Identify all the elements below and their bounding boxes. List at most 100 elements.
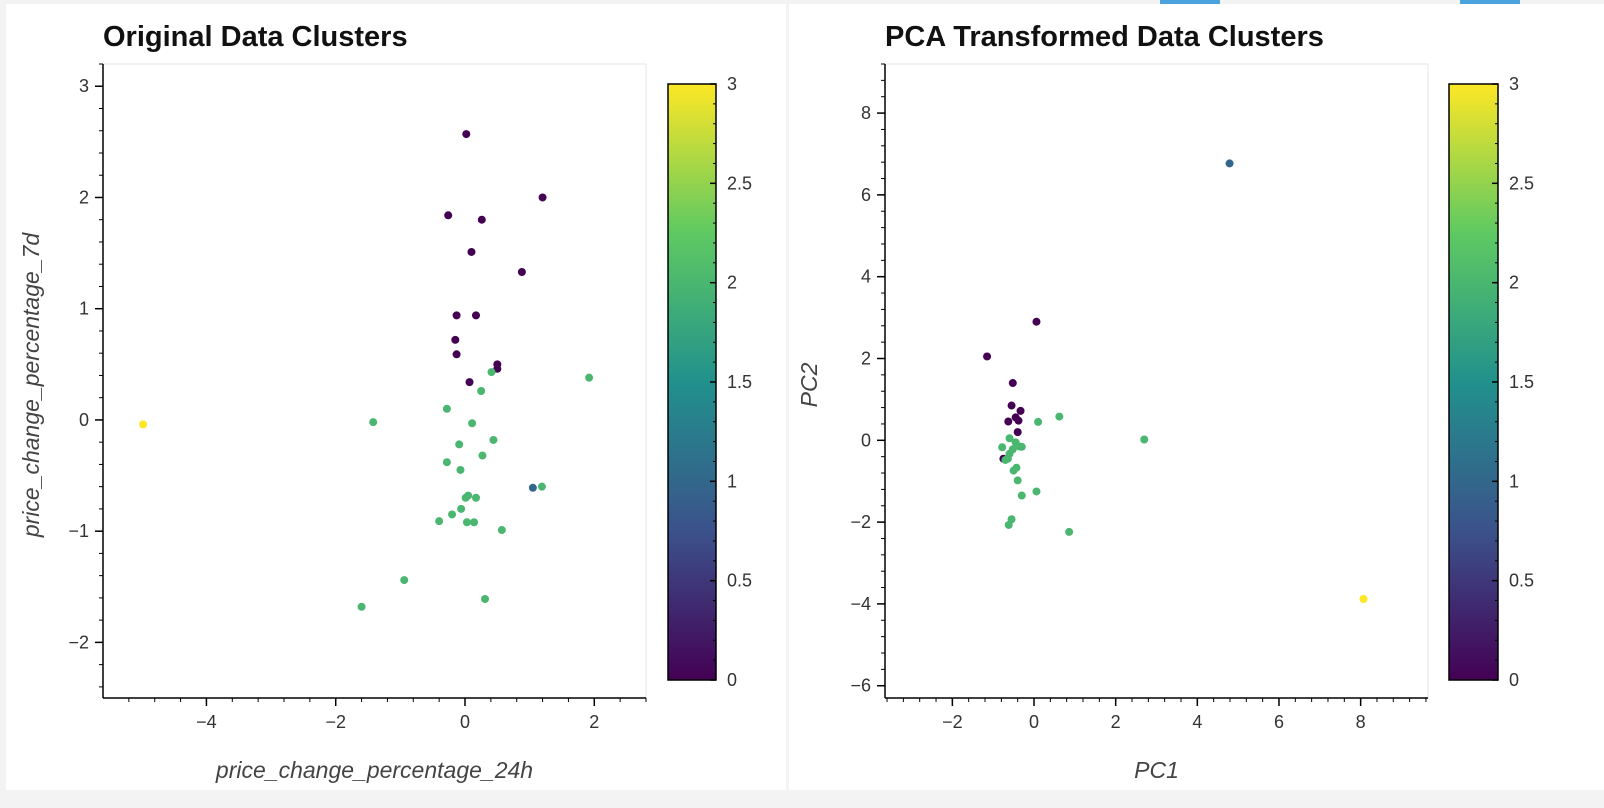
data-point-cluster-0	[1032, 317, 1041, 326]
y-tick-label: 2	[861, 349, 871, 369]
x-tick-label: 2	[589, 712, 599, 732]
data-point-cluster-0	[1007, 401, 1016, 410]
y-tick-label: 0	[861, 430, 871, 450]
y-tick-label: 6	[861, 185, 871, 205]
data-point-cluster-2	[457, 504, 466, 513]
y-axis-label: PC2	[796, 362, 822, 407]
data-point-cluster-2	[462, 518, 471, 527]
colorbar-tick-label: 1	[727, 471, 737, 491]
colorbar-tick-label: 2.5	[727, 173, 752, 193]
x-axis-label: price_change_percentage_24h	[215, 757, 533, 783]
accent-bar-1	[1160, 0, 1220, 4]
colorbar-tick-label: 1	[1509, 471, 1519, 491]
x-tick-label: 2	[1111, 712, 1121, 732]
data-point-cluster-0	[1014, 416, 1023, 425]
data-point-cluster-0	[452, 350, 461, 359]
original-clusters-chart: Original Data Clusters −4 −2 0 2 −2 −1 0 1 2 3 pric…	[18, 21, 752, 783]
data-point-cluster-0	[1016, 406, 1025, 415]
data-point-cluster-2	[468, 419, 477, 428]
data-point-cluster-2	[400, 576, 409, 585]
data-point-cluster-2	[481, 595, 490, 604]
x-tick-label: 6	[1274, 712, 1284, 732]
y-tick-label: 1	[79, 299, 89, 319]
x-tick-label: −2	[325, 712, 346, 732]
data-point-cluster-0	[1004, 417, 1013, 426]
data-point-cluster-0	[1008, 379, 1017, 388]
colorbar-tick-label: 0.5	[727, 571, 752, 591]
data-point-cluster-1	[528, 483, 537, 492]
x-tick-label: 8	[1356, 712, 1366, 732]
data-point-cluster-2	[369, 418, 378, 427]
data-point-cluster-2	[477, 387, 486, 396]
data-point-cluster-2	[456, 465, 465, 474]
data-point-cluster-2	[470, 518, 479, 527]
colorbar-tick-label: 0	[1509, 670, 1519, 690]
chart-title: Original Data Clusters	[103, 21, 408, 53]
data-point-cluster-1	[1225, 159, 1234, 168]
colorbar-tick-label: 0.5	[1509, 571, 1534, 591]
data-point-cluster-2	[1140, 435, 1149, 444]
data-point-cluster-2	[478, 451, 487, 460]
data-point-cluster-0	[493, 364, 502, 373]
data-point-cluster-0	[517, 267, 526, 276]
colorbar-tick-label: 1.5	[727, 372, 752, 392]
data-point-cluster-2	[1034, 417, 1043, 426]
data-point-cluster-2	[489, 435, 498, 444]
pca-clusters-panel: PCA Transformed Data Clusters −2 0 2 4 6 8 −6 −4…	[789, 4, 1604, 790]
data-point-cluster-3	[139, 420, 148, 429]
accent-bar-2	[1460, 0, 1520, 4]
x-tick-label: −4	[196, 712, 217, 732]
data-point-cluster-2	[1009, 466, 1018, 475]
colorbar-tick-label: 3	[1509, 74, 1519, 94]
colorbar-tick-label: 1.5	[1509, 372, 1534, 392]
data-point-cluster-0	[451, 335, 460, 344]
data-point-cluster-2	[442, 404, 451, 413]
x-tick-label: 4	[1192, 712, 1202, 732]
y-tick-label: −2	[68, 632, 89, 652]
y-tick-label: 3	[79, 76, 89, 96]
colorbar-tick-label: 2.5	[1509, 173, 1534, 193]
data-point-cluster-2	[461, 493, 470, 502]
y-tick-label: 2	[79, 187, 89, 207]
data-point-cluster-0	[444, 211, 453, 220]
data-point-cluster-3	[1359, 595, 1368, 604]
data-point-cluster-2	[537, 482, 546, 491]
data-point-cluster-2	[585, 373, 594, 382]
data-point-cluster-0	[1013, 428, 1022, 437]
x-tick-label: 0	[1029, 712, 1039, 732]
plot-frame	[884, 63, 1429, 699]
colorbar-tick-label: 0	[727, 670, 737, 690]
data-point-cluster-2	[448, 510, 457, 519]
x-tick-label: −2	[942, 712, 963, 732]
y-tick-label: 4	[861, 267, 871, 287]
data-point-cluster-2	[1017, 442, 1026, 451]
x-axis-label: PC1	[1134, 757, 1179, 783]
data-point-cluster-2	[1013, 476, 1022, 485]
data-point-cluster-2	[1055, 412, 1064, 421]
data-point-cluster-2	[487, 368, 496, 377]
data-point-cluster-2	[357, 602, 366, 611]
data-point-cluster-0	[983, 352, 992, 361]
data-point-cluster-2	[1001, 455, 1010, 464]
x-tick-label: 0	[460, 712, 470, 732]
data-point-cluster-0	[452, 311, 461, 320]
colorbar-tick-label: 2	[1509, 273, 1519, 293]
original-clusters-panel: Original Data Clusters −4 −2 0 2 −2 −1 0 1 2 3 pric…	[6, 4, 786, 790]
plot-frame	[102, 63, 647, 699]
data-point-cluster-2	[998, 443, 1007, 452]
data-point-cluster-2	[455, 440, 464, 449]
pca-clusters-chart: PCA Transformed Data Clusters −2 0 2 4 6 8 −6 −4…	[796, 21, 1534, 783]
data-point-cluster-2	[1004, 520, 1013, 529]
data-point-cluster-0	[462, 130, 471, 139]
data-point-cluster-2	[442, 458, 451, 467]
colorbar	[667, 83, 717, 681]
data-point-cluster-2	[1017, 491, 1026, 500]
data-point-cluster-0	[465, 378, 474, 387]
data-point-cluster-2	[1032, 487, 1041, 496]
colorbar-tick-label: 2	[727, 273, 737, 293]
data-point-cluster-0	[477, 215, 486, 224]
colorbar	[1448, 83, 1499, 681]
data-point-cluster-0	[538, 193, 547, 202]
y-tick-label: 8	[861, 103, 871, 123]
data-point-cluster-2	[435, 517, 444, 526]
